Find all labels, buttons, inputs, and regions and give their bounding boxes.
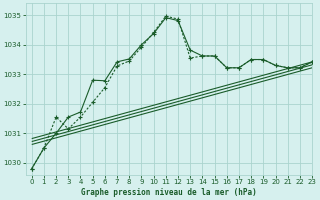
X-axis label: Graphe pression niveau de la mer (hPa): Graphe pression niveau de la mer (hPa): [81, 188, 257, 197]
